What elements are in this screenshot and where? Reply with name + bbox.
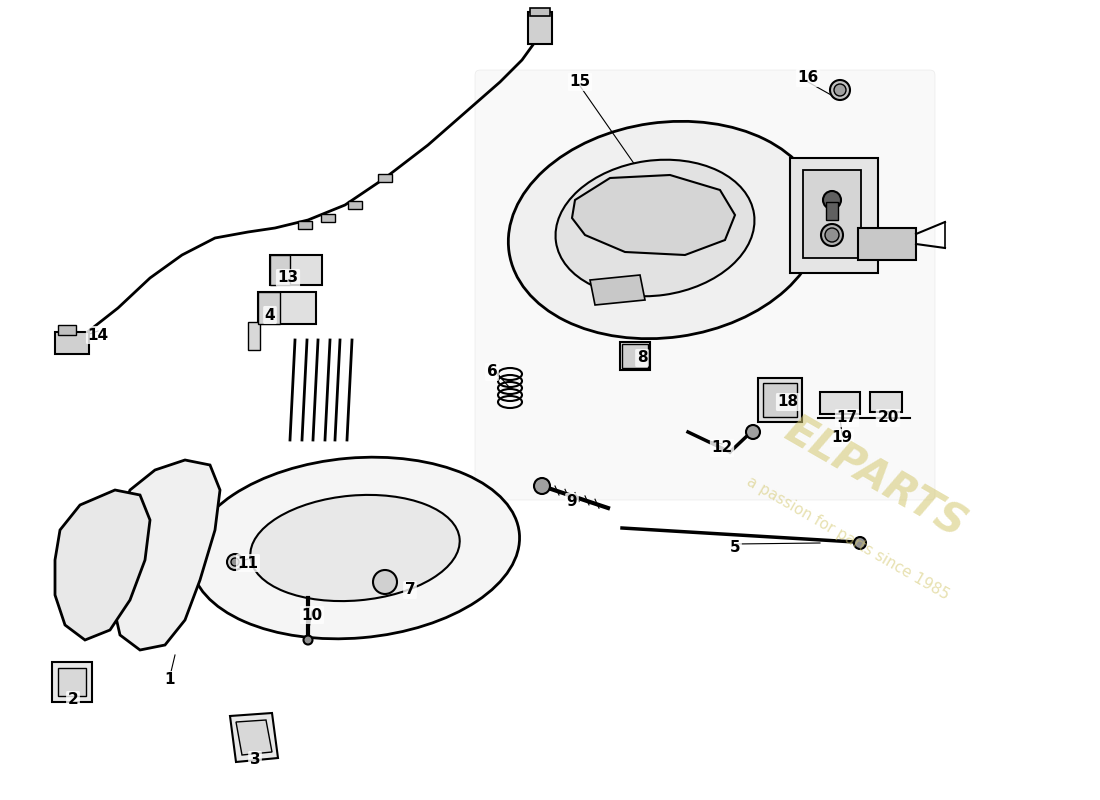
Text: 19: 19 <box>832 430 852 446</box>
Bar <box>858 228 916 260</box>
Text: 7: 7 <box>405 582 416 598</box>
Text: 18: 18 <box>778 394 799 410</box>
Bar <box>528 12 552 44</box>
Polygon shape <box>590 275 645 305</box>
Ellipse shape <box>830 80 850 100</box>
Ellipse shape <box>825 228 839 242</box>
Polygon shape <box>55 490 150 640</box>
Ellipse shape <box>251 495 460 601</box>
Text: 1: 1 <box>165 673 175 687</box>
Ellipse shape <box>304 635 312 645</box>
Ellipse shape <box>834 84 846 96</box>
Ellipse shape <box>854 537 866 549</box>
Text: 6: 6 <box>486 365 497 379</box>
Ellipse shape <box>534 478 550 494</box>
Bar <box>530 8 550 16</box>
Bar <box>826 202 838 220</box>
Ellipse shape <box>746 425 760 439</box>
Bar <box>58 325 76 335</box>
Text: 9: 9 <box>566 494 578 510</box>
Bar <box>621 344 648 368</box>
Text: 11: 11 <box>238 555 258 570</box>
Bar <box>58 668 86 696</box>
Bar <box>790 158 878 273</box>
Polygon shape <box>230 713 278 762</box>
Text: 2: 2 <box>67 693 78 707</box>
Text: 4: 4 <box>265 307 275 322</box>
Bar <box>248 322 260 350</box>
Text: 16: 16 <box>798 70 818 86</box>
Ellipse shape <box>190 457 519 639</box>
Bar <box>258 292 280 324</box>
Text: 3: 3 <box>250 753 261 767</box>
Bar <box>270 255 290 285</box>
Ellipse shape <box>373 570 397 594</box>
Text: 17: 17 <box>836 410 858 426</box>
Bar <box>348 201 362 209</box>
Bar <box>270 255 322 285</box>
Ellipse shape <box>231 558 239 566</box>
Bar <box>763 383 798 417</box>
Ellipse shape <box>556 160 755 296</box>
Text: 15: 15 <box>570 74 591 90</box>
Bar <box>298 221 312 229</box>
Text: a passion for parts since 1985: a passion for parts since 1985 <box>744 474 952 602</box>
Text: 10: 10 <box>301 607 322 622</box>
FancyBboxPatch shape <box>475 70 935 500</box>
Bar <box>52 662 92 702</box>
Ellipse shape <box>821 224 843 246</box>
Text: ELPARTS: ELPARTS <box>777 410 974 546</box>
Polygon shape <box>572 175 735 255</box>
Bar <box>620 342 650 370</box>
Ellipse shape <box>823 191 842 209</box>
Text: 8: 8 <box>637 350 647 366</box>
Text: 12: 12 <box>712 441 733 455</box>
Polygon shape <box>112 460 220 650</box>
Bar <box>55 332 89 354</box>
Bar <box>870 392 902 412</box>
Bar <box>820 392 860 414</box>
Bar <box>378 174 392 182</box>
Text: 14: 14 <box>87 327 109 342</box>
Bar <box>758 378 802 422</box>
Ellipse shape <box>227 554 243 570</box>
Bar <box>803 170 861 258</box>
Bar <box>258 292 316 324</box>
Ellipse shape <box>508 122 822 338</box>
Bar <box>321 214 336 222</box>
Text: 20: 20 <box>878 410 899 426</box>
Text: 5: 5 <box>729 541 740 555</box>
Polygon shape <box>236 720 272 755</box>
Text: 13: 13 <box>277 270 298 286</box>
